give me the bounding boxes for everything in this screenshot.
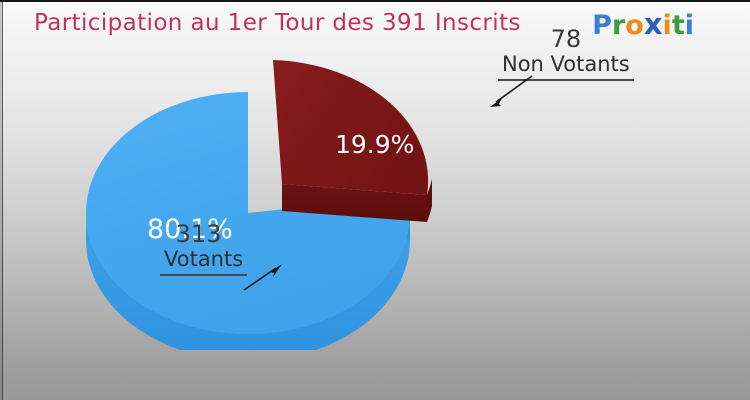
callout-arrow-votants — [243, 264, 282, 291]
logo-letter-o: o — [625, 10, 644, 41]
logo-letter-t: t — [671, 10, 685, 41]
pie-slice-votants[interactable] — [86, 92, 410, 334]
logo-letter-p: P — [592, 10, 612, 41]
logo-letter-r: r — [611, 10, 626, 41]
callout-non-votants: 78 Non Votants — [498, 25, 634, 82]
frame-top — [0, 0, 750, 2]
callout-votants-count: 313 — [175, 220, 222, 248]
pie-plot-area: 80.1% 19.9% — [60, 40, 690, 350]
callout-votants-label: Votants — [160, 246, 248, 277]
slice-label-votants: 80.1% — [147, 214, 233, 245]
logo-letter-i2: i — [684, 10, 694, 41]
pie-svg: 80.1% 19.9% — [86, 60, 432, 350]
callout-votants: 313 Votants — [160, 220, 248, 277]
frame-left-inner — [2, 0, 3, 400]
logo-letter-i1: i — [662, 10, 672, 41]
frame-left-outer — [0, 0, 2, 400]
logo-letter-x: x — [643, 7, 663, 41]
proxiti-logo[interactable]: Proxiti — [592, 7, 694, 41]
slice-label-non-votants: 19.9% — [335, 130, 414, 159]
pie-slice-non-votants-3d-side — [282, 179, 432, 222]
page-title: Participation au 1er Tour des 391 Inscri… — [34, 10, 521, 36]
callout-arrow-non-votants — [490, 75, 533, 107]
callout-non-votants-count: 78 — [550, 25, 582, 53]
pie-slice-non-votants[interactable] — [273, 60, 429, 195]
callout-non-votants-label: Non Votants — [498, 51, 634, 82]
